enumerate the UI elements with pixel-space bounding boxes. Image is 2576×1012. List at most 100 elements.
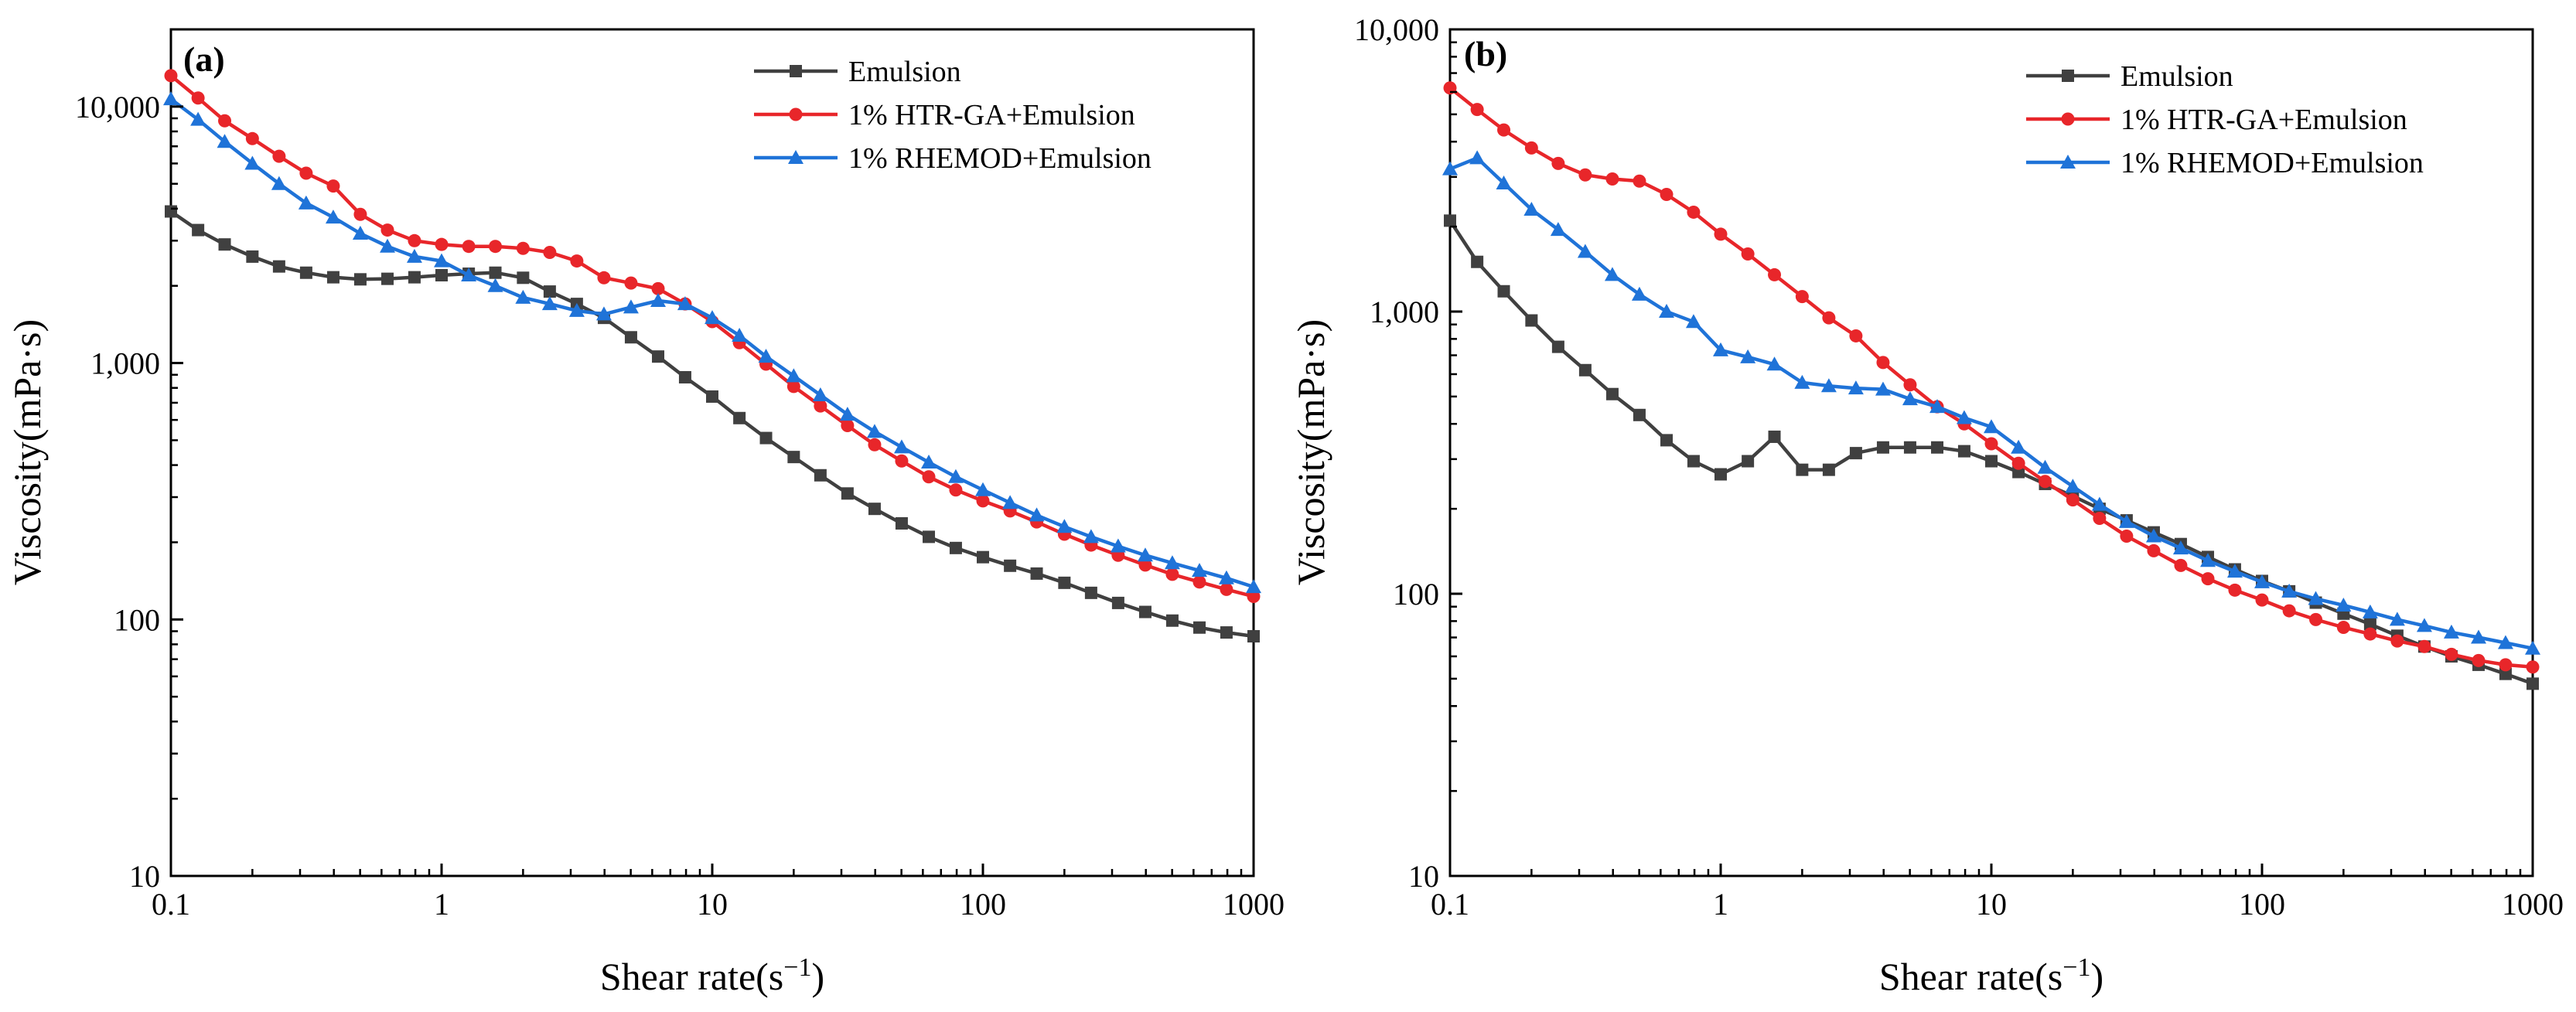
data-point <box>1471 255 1484 268</box>
data-point <box>841 487 854 500</box>
data-point <box>1659 304 1675 318</box>
x-axis-label-a: Shear rate(s−1) <box>600 953 824 998</box>
data-point <box>1848 380 1864 395</box>
data-point <box>1876 356 1890 370</box>
data-point <box>1687 205 1701 219</box>
y-axis-b: 10 100 1,000 10,000 <box>1354 12 1462 894</box>
data-point <box>568 302 585 317</box>
data-point <box>786 368 802 383</box>
data-point <box>812 387 828 402</box>
data-point <box>1985 455 1998 468</box>
data-point <box>1822 463 1835 476</box>
data-point <box>895 516 908 530</box>
data-point <box>2174 558 2188 572</box>
x-axis-label-b: Shear rate(s−1) <box>1879 953 2103 998</box>
data-point <box>1524 141 1538 155</box>
series-1-rhemod-emulsion-b <box>1442 150 2540 655</box>
legend-swatch-marker <box>2061 112 2075 126</box>
data-point <box>732 328 748 342</box>
data-point <box>1469 150 1486 165</box>
data-point <box>678 370 691 383</box>
data-point <box>2201 572 2215 586</box>
data-point <box>1984 437 1998 451</box>
data-point <box>2066 493 2080 507</box>
x-tick-label: 0.1 <box>152 887 190 922</box>
data-point <box>2527 677 2539 690</box>
legend-label: 1% RHEMOD+Emulsion <box>2121 147 2424 179</box>
data-point <box>1110 538 1126 553</box>
data-point <box>1192 563 1208 578</box>
data-point <box>2065 479 2081 493</box>
data-point <box>923 530 936 543</box>
data-point <box>623 299 639 314</box>
data-point <box>786 380 800 394</box>
data-point <box>2526 660 2540 674</box>
data-point <box>1714 468 1727 481</box>
data-point <box>326 179 340 193</box>
data-point <box>1956 410 1972 424</box>
data-point <box>2362 604 2378 618</box>
data-point <box>733 411 746 424</box>
data-point <box>1713 342 1728 356</box>
data-point <box>246 250 259 263</box>
data-point <box>271 175 287 190</box>
data-point <box>597 271 611 285</box>
legend-swatch-marker <box>790 65 802 77</box>
data-point <box>1605 172 1619 186</box>
data-point <box>1685 314 1701 329</box>
x-tick-label: 100 <box>960 887 1006 922</box>
series-emulsion-b <box>1444 214 2539 690</box>
data-point <box>1631 286 1647 301</box>
data-point <box>1875 381 1891 396</box>
data-point <box>326 271 339 284</box>
data-point <box>758 349 774 363</box>
data-point <box>1084 586 1097 599</box>
data-point <box>1605 387 1619 400</box>
data-point <box>1470 103 1484 117</box>
data-point <box>489 240 503 254</box>
legend-entry: Emulsion <box>2026 60 2233 93</box>
data-point <box>814 399 827 413</box>
data-point <box>1029 507 1045 522</box>
data-point <box>516 241 530 255</box>
data-point <box>868 438 882 451</box>
data-point <box>949 541 962 554</box>
data-point <box>2091 496 2107 511</box>
data-point <box>2443 624 2459 639</box>
data-point <box>487 278 503 292</box>
data-point <box>1768 430 1781 443</box>
data-point <box>1004 559 1017 572</box>
legend-swatch-marker <box>788 150 804 164</box>
data-point <box>1220 626 1233 639</box>
data-point <box>1796 463 1809 476</box>
data-point <box>2363 618 2376 631</box>
data-point <box>2120 529 2134 543</box>
data-point <box>1984 419 1999 434</box>
data-point <box>2255 593 2269 607</box>
x-tick-label: 100 <box>2239 887 2285 922</box>
legend-label: 1% HTR-GA+Emulsion <box>848 99 1135 131</box>
data-point <box>1714 227 1728 241</box>
data-point <box>922 470 936 484</box>
data-point <box>1660 188 1674 202</box>
data-point <box>1550 222 1566 237</box>
y-tick-label: 1,000 <box>90 346 160 381</box>
data-point <box>1523 201 1540 216</box>
data-point <box>2037 459 2053 474</box>
data-point <box>1496 175 1512 189</box>
data-point <box>2335 597 2352 612</box>
data-point <box>1902 391 1918 406</box>
panel-label-a: (a) <box>183 39 225 79</box>
data-point <box>1768 267 1782 281</box>
y-tick-label: 10 <box>1408 859 1439 894</box>
data-point <box>2497 635 2513 649</box>
data-point <box>2147 543 2161 557</box>
data-point <box>706 390 718 403</box>
series-emulsion-a <box>165 205 1260 643</box>
data-point <box>2118 513 2134 528</box>
data-point <box>1822 311 1836 325</box>
legend-entry: 1% HTR-GA+Emulsion <box>754 99 1135 131</box>
data-point <box>353 207 367 221</box>
data-point <box>893 439 909 454</box>
